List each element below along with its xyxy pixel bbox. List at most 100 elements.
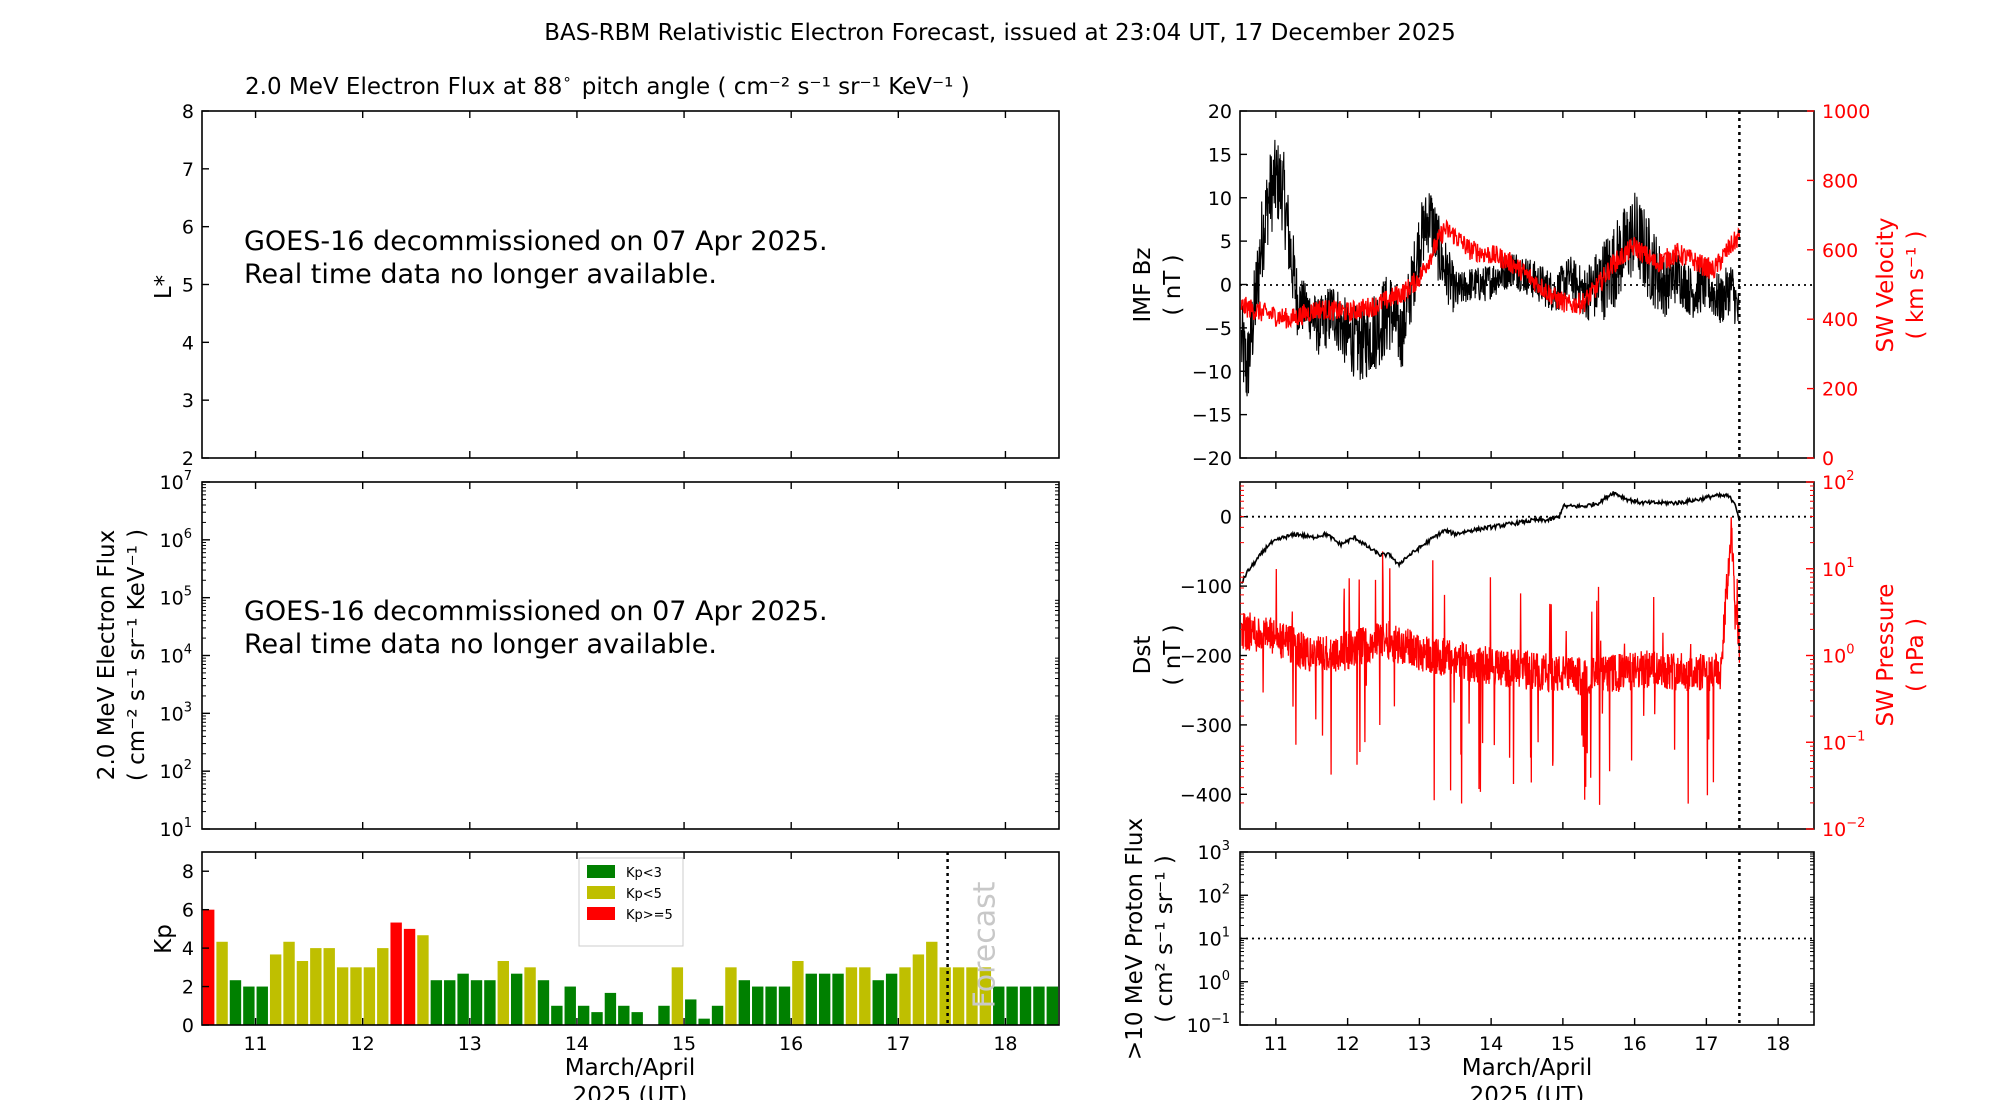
y-tick-label: −400	[1180, 784, 1232, 806]
lstar-title-main: 2.0 MeV Electron Flux at 88	[245, 74, 562, 100]
lstar-panel: 2.0 MeV Electron Flux at 88∘ pitch angle …	[151, 70, 1060, 470]
y-tick-label: 200	[1822, 379, 1858, 401]
x-tick-label: 14	[565, 1033, 589, 1055]
y-tick-label: 1000	[1822, 101, 1870, 123]
eflux-ylabel-line2: ( cm⁻² s⁻¹ sr⁻¹ KeV⁻¹ )	[124, 529, 150, 781]
x-tick-label: 15	[672, 1033, 696, 1055]
kp-bar	[551, 1005, 563, 1025]
eflux-panel: 101 102 103 104 105 106 107 2.0 MeV Electron F…	[94, 469, 1060, 841]
x-tick-label: 11	[1264, 1033, 1288, 1055]
x-tick-label: 11	[243, 1033, 267, 1055]
kp-bar	[832, 973, 844, 1025]
kp-bar	[899, 967, 911, 1025]
y-tick-label: 10−1	[1822, 729, 1865, 754]
y-tick-label: 15	[1208, 144, 1232, 166]
kp-bar	[430, 980, 443, 1025]
kp-bar	[1019, 986, 1032, 1025]
y-tick-label: 2	[182, 448, 194, 470]
kp-bar	[336, 967, 349, 1025]
kp-bar	[350, 967, 362, 1025]
y-tick-label: 6	[182, 217, 194, 239]
kp-bar	[671, 967, 684, 1025]
kp-bar	[296, 960, 309, 1025]
y-tick-label: −10	[1192, 361, 1232, 383]
left-xaxis-title-line1: March/April	[565, 1055, 695, 1081]
kp-bar	[738, 980, 751, 1025]
y-tick-label: 4	[182, 332, 194, 354]
y-tick-label: 3	[182, 390, 194, 412]
kp-bar	[658, 1005, 670, 1025]
x-tick-label: 18	[1766, 1033, 1790, 1055]
kp-bar	[243, 986, 255, 1025]
y-tick-label: 106	[160, 527, 192, 552]
kp-bar	[604, 992, 617, 1025]
kp-bar	[939, 967, 951, 1025]
y-tick-label: 4	[182, 938, 194, 960]
x-tick-label: 14	[1479, 1033, 1503, 1055]
eflux-ylabel-line1: 2.0 MeV Electron Flux	[94, 530, 120, 780]
x-tick-label: 16	[1623, 1033, 1647, 1055]
y-tick-label: 6	[182, 900, 194, 922]
kp-legend-swatch-low	[587, 865, 615, 878]
kp-bar	[993, 986, 1005, 1025]
kp-bar	[256, 986, 268, 1025]
y-tick-label: 102	[1198, 882, 1230, 907]
left-xaxis-title-line2: 2025 (UT)	[573, 1083, 688, 1100]
kp-bar	[457, 973, 469, 1025]
lstar-title-units: pitch angle ( cm⁻² s⁻¹ sr⁻¹ KeV⁻¹ )	[582, 74, 970, 100]
kp-bar	[765, 986, 777, 1025]
kp-bar	[1046, 986, 1058, 1025]
kp-bar	[377, 948, 389, 1025]
y-tick-label: 7	[182, 159, 194, 181]
imf-ylabel-line1: IMF Bz	[1130, 247, 1156, 322]
imf-y2label-line1: SW Velocity	[1873, 218, 1899, 353]
proton-panel: 10−1 100 101 102 103 11 12 13 14 15 16 17 18 >10 Me…	[1122, 818, 1815, 1100]
y-tick-label: 8	[182, 101, 194, 123]
y-tick-label: 107	[160, 469, 192, 494]
kp-bar	[979, 967, 992, 1025]
kp-bar	[685, 999, 697, 1025]
kp-panel: 0 2 4 6 8 11 12 13 14 15 16 17 18 Forecast Kp Kp<3 …	[151, 851, 1060, 1100]
lstar-title-degree: ∘	[562, 70, 571, 88]
kp-bar	[778, 986, 791, 1025]
x-tick-label: 16	[779, 1033, 803, 1055]
y-tick-label: 800	[1822, 170, 1858, 192]
lstar-message-line1: GOES-16 decommissioned on 07 Apr 2025.	[244, 226, 828, 257]
kp-bar	[912, 954, 925, 1025]
right-xaxis-title-line1: March/April	[1462, 1055, 1592, 1081]
kp-bar	[1006, 986, 1018, 1025]
y-tick-label: 105	[160, 585, 192, 610]
kp-bar	[926, 941, 938, 1025]
y-tick-label: 10−1	[1187, 1012, 1230, 1037]
imf-y2label-line2: ( km s⁻¹ )	[1903, 231, 1929, 340]
y-tick-label: 400	[1822, 309, 1858, 331]
y-tick-label: 103	[1198, 839, 1230, 864]
x-tick-label: 13	[458, 1033, 482, 1055]
y-tick-label: 101	[160, 816, 192, 841]
kp-bar	[711, 1005, 724, 1025]
kp-bar	[363, 967, 376, 1025]
y-tick-label: −300	[1180, 715, 1232, 737]
kp-bar	[403, 928, 416, 1025]
kp-bar	[216, 941, 228, 1025]
y-tick-label: 0	[182, 1015, 194, 1037]
eflux-message-line2: Real time data no longer available.	[244, 629, 717, 660]
kp-bar	[323, 948, 335, 1025]
y-tick-label: −200	[1180, 646, 1232, 668]
lstar-ylabel: L*	[151, 275, 177, 299]
y-tick-label: −100	[1180, 576, 1232, 598]
imf-bz-series	[1240, 139, 1740, 397]
kp-bar	[310, 948, 322, 1025]
imf-ylabel-line2: ( nT )	[1160, 254, 1186, 315]
y-tick-label: 10	[1208, 188, 1232, 210]
dst-series	[1241, 491, 1741, 584]
imf-panel: −20 −15 −10 −5 0 5 10 15 20 0 200 400 600 800 1000 IM…	[1130, 101, 1929, 470]
kp-bar	[752, 986, 764, 1025]
kp-bar	[283, 941, 295, 1025]
proton-ylabel-line2: ( cm² s⁻¹ sr⁻¹ )	[1152, 855, 1178, 1023]
y-tick-label: 20	[1208, 101, 1232, 123]
y-tick-label: 101	[1198, 926, 1230, 951]
kp-bar	[524, 967, 536, 1025]
